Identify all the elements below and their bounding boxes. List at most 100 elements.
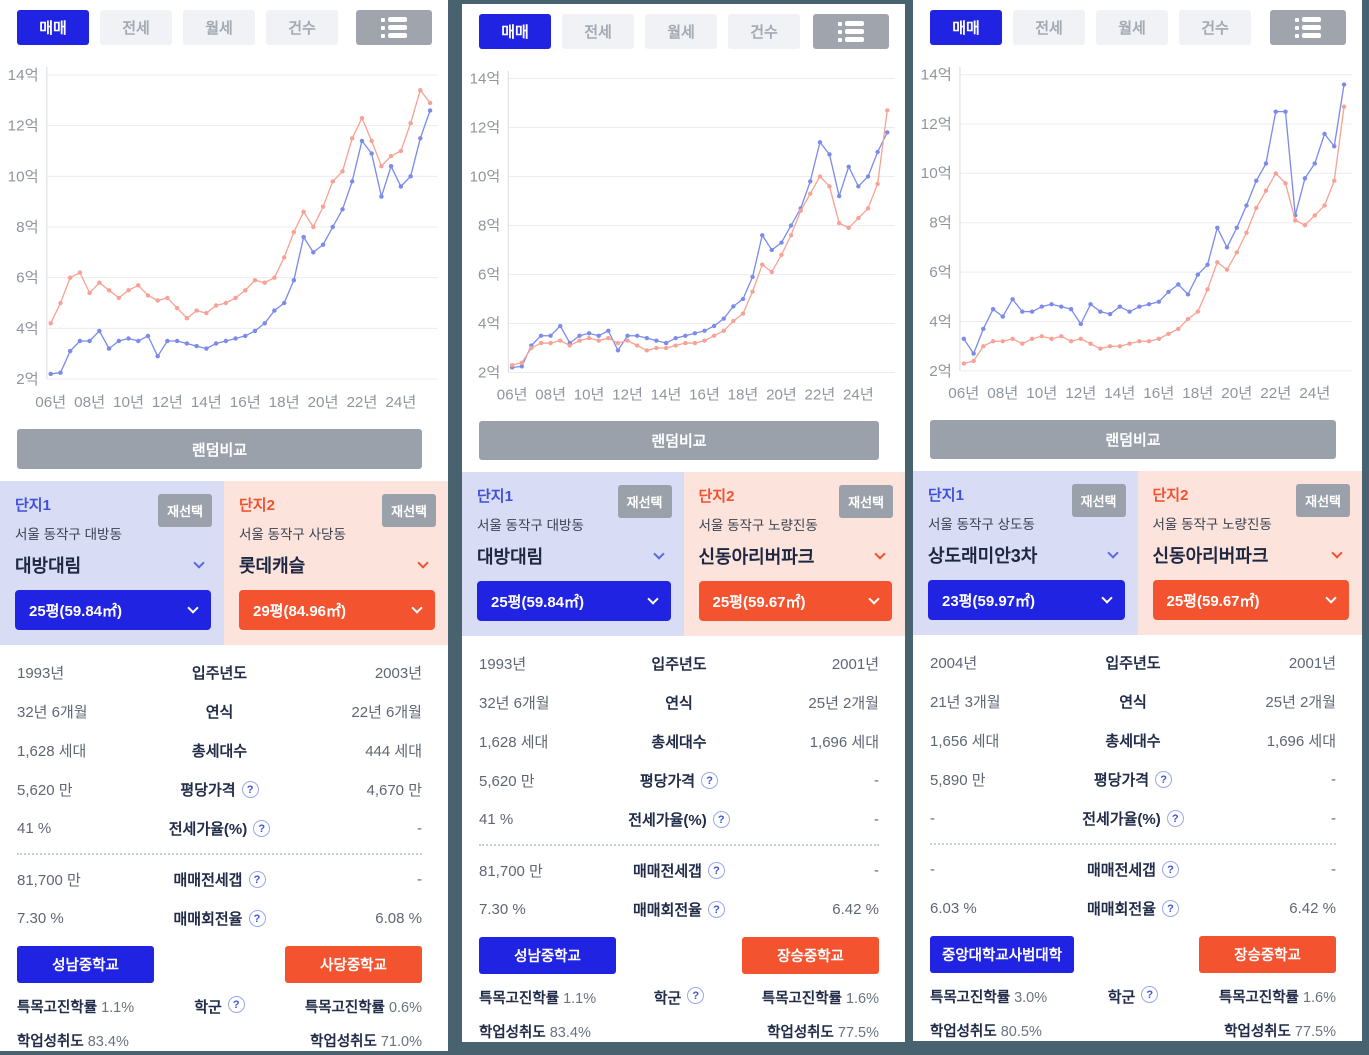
school-stat: 학업성취도 80.5% bbox=[930, 1020, 1078, 1041]
svg-text:12년: 12년 bbox=[152, 394, 183, 411]
complex1-size-dropdown[interactable]: 23평(59.97㎡) bbox=[928, 580, 1125, 620]
random-compare-button[interactable]: 랜덤비교 bbox=[479, 421, 879, 460]
list-view-button[interactable] bbox=[813, 14, 889, 49]
svg-text:6억: 6억 bbox=[16, 270, 39, 287]
complex1-name-selector[interactable]: 대방대림 bbox=[477, 543, 671, 569]
help-icon[interactable]: ? bbox=[712, 811, 730, 828]
complex1-size: 25평(59.84㎡) bbox=[29, 602, 123, 620]
stat-value: 77.5% bbox=[837, 1025, 879, 1041]
svg-text:16년: 16년 bbox=[1143, 385, 1174, 402]
complex2-value: - bbox=[874, 862, 879, 879]
help-icon[interactable]: ? bbox=[1155, 771, 1173, 788]
row-label: 총세대수 bbox=[1065, 730, 1201, 751]
stat-value: 80.5% bbox=[1000, 1024, 1042, 1040]
school-stat: 학업성취도 83.4% bbox=[17, 1030, 165, 1051]
tab-wolse[interactable]: 월세 bbox=[183, 10, 255, 45]
complex1-name-selector[interactable]: 대방대림 bbox=[15, 552, 211, 578]
table-row: 7.30 % 매매회전율? 6.42 % bbox=[479, 890, 879, 929]
help-icon[interactable]: ? bbox=[1162, 861, 1179, 878]
complex1-value: 41 % bbox=[17, 820, 52, 837]
help-icon[interactable]: ? bbox=[1162, 900, 1179, 917]
complex2-size-dropdown[interactable]: 29평(84.96㎡) bbox=[239, 590, 435, 630]
school-badge-complex1[interactable]: 성남중학교 bbox=[17, 946, 154, 983]
complex2-size-dropdown[interactable]: 25평(59.67㎡) bbox=[1152, 580, 1349, 620]
tab-wolse[interactable]: 월세 bbox=[1096, 10, 1168, 45]
svg-text:10억: 10억 bbox=[8, 168, 39, 185]
row-label: 매매전세갭? bbox=[1065, 859, 1201, 880]
complex2-size: 25평(59.67㎡) bbox=[712, 593, 806, 611]
school-stat: 학업성취도 77.5% bbox=[1188, 1020, 1336, 1041]
reselect-button[interactable]: 재선택 bbox=[382, 494, 436, 527]
comparison-panel: 매매 전세 월세 건수 2억 4억 6억 8억 10억 12억 14억 06년 08년 10년 12… bbox=[913, 0, 1362, 1041]
tab-sale[interactable]: 매매 bbox=[479, 14, 551, 49]
list-view-button[interactable] bbox=[356, 10, 432, 45]
complex1-size-dropdown[interactable]: 25평(59.84㎡) bbox=[477, 581, 671, 621]
tab-sale[interactable]: 매매 bbox=[930, 10, 1002, 45]
tab-wolse[interactable]: 월세 bbox=[645, 14, 717, 49]
help-icon[interactable]: ? bbox=[227, 996, 245, 1013]
svg-text:12억: 12억 bbox=[921, 116, 952, 133]
row-label: 입주년도 bbox=[152, 662, 287, 683]
random-compare-button[interactable]: 랜덤비교 bbox=[930, 420, 1336, 459]
complex2-size-dropdown[interactable]: 25평(59.67㎡) bbox=[698, 581, 892, 621]
school-stat: 특목고진학률 3.0% bbox=[930, 986, 1078, 1007]
complex2-name: 신동아리버파크 bbox=[1152, 546, 1269, 566]
complex1-size-dropdown[interactable]: 25평(59.84㎡) bbox=[15, 590, 211, 630]
row-label-text: 평당가격 bbox=[639, 773, 696, 790]
school-badge-complex1[interactable]: 중앙대학교사범대학 bbox=[930, 936, 1075, 973]
tab-sale[interactable]: 매매 bbox=[17, 10, 89, 45]
complex2-name-selector[interactable]: 롯데캐슬 bbox=[239, 552, 435, 578]
row-label-text: 매매전세갭 bbox=[173, 872, 243, 889]
complex2-name-selector[interactable]: 신동아리버파크 bbox=[699, 543, 893, 569]
random-compare-button[interactable]: 랜덤비교 bbox=[17, 429, 422, 469]
school-badge-complex2[interactable]: 사당중학교 bbox=[285, 946, 422, 983]
school-right: 사당중학교 특목고진학률 0.6% 학업성취도 71.0% bbox=[275, 946, 422, 1051]
tab-count[interactable]: 건수 bbox=[266, 10, 338, 45]
school-row-label: 학군 ? bbox=[165, 946, 275, 1051]
help-icon[interactable]: ? bbox=[687, 987, 705, 1004]
help-icon[interactable]: ? bbox=[1166, 810, 1184, 827]
school-row-label: 학군 ? bbox=[1078, 936, 1188, 1041]
reselect-button[interactable]: 재선택 bbox=[158, 494, 212, 527]
complex1-value: 81,700 만 bbox=[17, 872, 81, 889]
table-row: 41 % 전세가율(%)? - bbox=[17, 809, 422, 848]
reselect-button[interactable]: 재선택 bbox=[1296, 484, 1350, 517]
complex1-value: 32년 6개월 bbox=[479, 695, 550, 712]
help-icon[interactable]: ? bbox=[253, 820, 271, 837]
reselect-button[interactable]: 재선택 bbox=[617, 485, 672, 518]
complex1-value: 2004년 bbox=[930, 655, 978, 672]
school-stat: 학업성취도 71.0% bbox=[275, 1030, 422, 1051]
stat-label: 학업성취도 bbox=[767, 1025, 834, 1041]
svg-text:8억: 8억 bbox=[16, 219, 39, 236]
svg-text:10년: 10년 bbox=[1026, 385, 1057, 402]
school-badge-complex1[interactable]: 성남중학교 bbox=[479, 937, 616, 974]
help-icon[interactable]: ? bbox=[248, 910, 266, 927]
reselect-button[interactable]: 재선택 bbox=[1071, 484, 1126, 517]
help-icon[interactable]: ? bbox=[701, 772, 719, 789]
tab-jeonse[interactable]: 전세 bbox=[1013, 10, 1085, 45]
chevron-down-icon bbox=[1331, 547, 1343, 559]
school-badge-complex2[interactable]: 장승중학교 bbox=[742, 937, 879, 974]
chevron-down-icon bbox=[1100, 592, 1113, 604]
school-left: 중앙대학교사범대학 특목고진학률 3.0% 학업성취도 80.5% bbox=[930, 936, 1078, 1041]
complex1-name-selector[interactable]: 상도래미안3차 bbox=[928, 542, 1125, 568]
reselect-button[interactable]: 재선택 bbox=[839, 485, 893, 518]
help-icon[interactable]: ? bbox=[241, 781, 259, 798]
list-view-button[interactable] bbox=[1270, 10, 1346, 45]
school-row-label: 학군 ? bbox=[624, 937, 734, 1042]
help-icon[interactable]: ? bbox=[1141, 986, 1159, 1003]
tab-count[interactable]: 건수 bbox=[728, 14, 800, 49]
row-label-text: 총세대수 bbox=[191, 743, 248, 760]
help-icon[interactable]: ? bbox=[708, 862, 725, 879]
school-section: 성남중학교 특목고진학률 1.1% 학업성취도 83.4% 학군 ? 사당중학교… bbox=[17, 946, 422, 1051]
complex2-location: 서울 동작구 노량진동 bbox=[698, 518, 818, 533]
tab-jeonse[interactable]: 전세 bbox=[100, 10, 172, 45]
school-badge-complex2[interactable]: 장승중학교 bbox=[1199, 936, 1336, 973]
row-label: 전세가율(%)? bbox=[152, 818, 287, 839]
stat-value: 3.0% bbox=[1014, 990, 1048, 1006]
tab-jeonse[interactable]: 전세 bbox=[562, 14, 634, 49]
help-icon[interactable]: ? bbox=[708, 901, 725, 918]
complex2-name-selector[interactable]: 신동아리버파크 bbox=[1153, 542, 1350, 568]
tab-count[interactable]: 건수 bbox=[1179, 10, 1251, 45]
help-icon[interactable]: ? bbox=[248, 871, 266, 888]
